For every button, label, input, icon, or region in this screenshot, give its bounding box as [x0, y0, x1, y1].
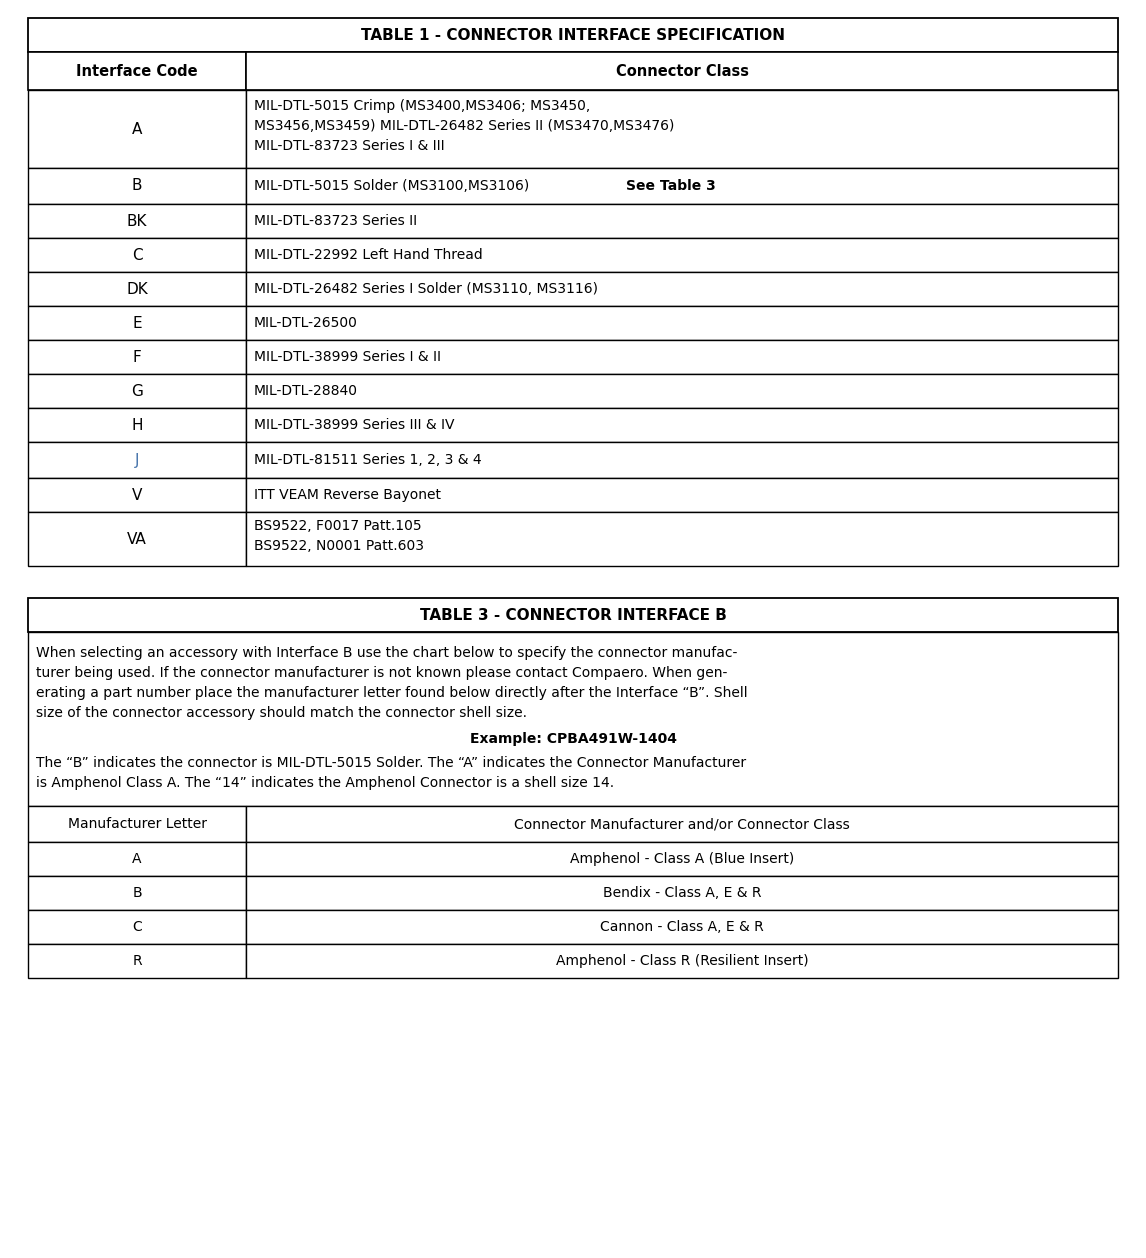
Bar — [28, 408, 246, 442]
Text: BS9522, N0001 Patt.603: BS9522, N0001 Patt.603 — [254, 538, 424, 554]
Text: MIL-DTL-81511 Series 1, 2, 3 & 4: MIL-DTL-81511 Series 1, 2, 3 & 4 — [254, 453, 481, 467]
Bar — [246, 478, 1118, 512]
Text: MIL-DTL-38999 Series III & IV: MIL-DTL-38999 Series III & IV — [254, 418, 455, 431]
Bar — [28, 876, 246, 910]
Bar — [28, 374, 246, 408]
Bar — [246, 238, 1118, 272]
Text: ITT VEAM Reverse Bayonet: ITT VEAM Reverse Bayonet — [254, 488, 441, 502]
Text: Connector Manufacturer and/or Connector Class: Connector Manufacturer and/or Connector … — [515, 816, 850, 832]
Text: A: A — [132, 122, 142, 137]
Bar — [28, 478, 246, 512]
Bar — [28, 632, 1118, 806]
Bar — [246, 408, 1118, 442]
Bar — [28, 204, 246, 238]
Bar — [246, 944, 1118, 977]
Text: Interface Code: Interface Code — [76, 63, 198, 78]
Text: See Table 3: See Table 3 — [626, 179, 716, 192]
Text: DK: DK — [126, 282, 148, 297]
Text: V: V — [132, 488, 142, 502]
Text: MIL-DTL-38999 Series I & II: MIL-DTL-38999 Series I & II — [254, 350, 441, 364]
Text: MIL-DTL-5015 Solder (MS3100,MS3106): MIL-DTL-5015 Solder (MS3100,MS3106) — [254, 179, 542, 192]
Text: C: C — [132, 920, 142, 933]
Text: MIL-DTL-26482 Series I Solder (MS3110, MS3116): MIL-DTL-26482 Series I Solder (MS3110, M… — [254, 282, 598, 296]
Bar — [28, 512, 246, 566]
Bar — [246, 442, 1118, 478]
Bar — [246, 204, 1118, 238]
Text: MIL-DTL-83723 Series I & III: MIL-DTL-83723 Series I & III — [254, 138, 445, 153]
Bar — [28, 806, 246, 842]
Text: MIL-DTL-22992 Left Hand Thread: MIL-DTL-22992 Left Hand Thread — [254, 248, 482, 262]
Text: When selecting an accessory with Interface B use the chart below to specify the : When selecting an accessory with Interfa… — [36, 647, 737, 660]
Text: Amphenol - Class R (Resilient Insert): Amphenol - Class R (Resilient Insert) — [556, 954, 808, 967]
Text: J: J — [135, 453, 140, 468]
Text: Amphenol - Class A (Blue Insert): Amphenol - Class A (Blue Insert) — [570, 852, 794, 866]
Text: turer being used. If the connector manufacturer is not known please contact Comp: turer being used. If the connector manuf… — [36, 665, 728, 681]
Text: MIL-DTL-5015 Crimp (MS3400,MS3406; MS3450,: MIL-DTL-5015 Crimp (MS3400,MS3406; MS345… — [254, 99, 590, 113]
Text: is Amphenol Class A. The “14” indicates the Amphenol Connector is a shell size 1: is Amphenol Class A. The “14” indicates … — [36, 776, 614, 790]
Text: size of the connector accessory should match the connector shell size.: size of the connector accessory should m… — [36, 706, 527, 720]
Text: MIL-DTL-28840: MIL-DTL-28840 — [254, 384, 358, 398]
Text: Connector Class: Connector Class — [615, 63, 748, 78]
Bar — [246, 374, 1118, 408]
Text: Bendix - Class A, E & R: Bendix - Class A, E & R — [603, 886, 761, 899]
Bar — [246, 910, 1118, 944]
Bar — [28, 842, 246, 876]
Text: MS3456,MS3459) MIL-DTL-26482 Series II (MS3470,MS3476): MS3456,MS3459) MIL-DTL-26482 Series II (… — [254, 120, 674, 133]
Bar — [246, 340, 1118, 374]
Bar — [246, 91, 1118, 169]
Text: MIL-DTL-26500: MIL-DTL-26500 — [254, 316, 358, 330]
Text: G: G — [131, 384, 143, 399]
Text: Manufacturer Letter: Manufacturer Letter — [68, 816, 206, 832]
Bar — [28, 52, 246, 91]
Bar — [246, 806, 1118, 842]
Bar — [28, 442, 246, 478]
Bar — [246, 52, 1118, 91]
Text: R: R — [132, 954, 142, 967]
Text: B: B — [132, 179, 142, 194]
Text: The “B” indicates the connector is MIL-DTL-5015 Solder. The “A” indicates the Co: The “B” indicates the connector is MIL-D… — [36, 756, 746, 770]
Text: BS9522, F0017 Patt.105: BS9522, F0017 Patt.105 — [254, 520, 422, 533]
Bar — [28, 18, 1118, 52]
Text: erating a part number place the manufacturer letter found below directly after t: erating a part number place the manufact… — [36, 686, 747, 699]
Bar — [28, 340, 246, 374]
Text: E: E — [132, 316, 142, 331]
Text: TABLE 1 - CONNECTOR INTERFACE SPECIFICATION: TABLE 1 - CONNECTOR INTERFACE SPECIFICAT… — [361, 28, 785, 43]
Bar — [28, 306, 246, 340]
Text: C: C — [132, 248, 142, 263]
Bar — [28, 91, 246, 169]
Text: VA: VA — [127, 531, 147, 546]
Bar — [246, 272, 1118, 306]
Bar — [28, 272, 246, 306]
Bar — [246, 842, 1118, 876]
Bar — [28, 169, 246, 204]
Bar — [28, 238, 246, 272]
Bar — [246, 169, 1118, 204]
Text: A: A — [132, 852, 142, 866]
Bar — [246, 876, 1118, 910]
Text: BK: BK — [127, 214, 147, 229]
Text: B: B — [132, 886, 142, 899]
Bar — [28, 598, 1118, 632]
Text: Cannon - Class A, E & R: Cannon - Class A, E & R — [601, 920, 764, 933]
Text: MIL-DTL-83723 Series II: MIL-DTL-83723 Series II — [254, 214, 417, 228]
Bar — [246, 512, 1118, 566]
Text: Example: CPBA491W-1404: Example: CPBA491W-1404 — [470, 732, 676, 746]
Text: F: F — [133, 350, 141, 365]
Bar — [28, 944, 246, 977]
Bar — [246, 306, 1118, 340]
Text: TABLE 3 - CONNECTOR INTERFACE B: TABLE 3 - CONNECTOR INTERFACE B — [419, 608, 727, 623]
Bar — [28, 910, 246, 944]
Text: H: H — [132, 418, 143, 433]
